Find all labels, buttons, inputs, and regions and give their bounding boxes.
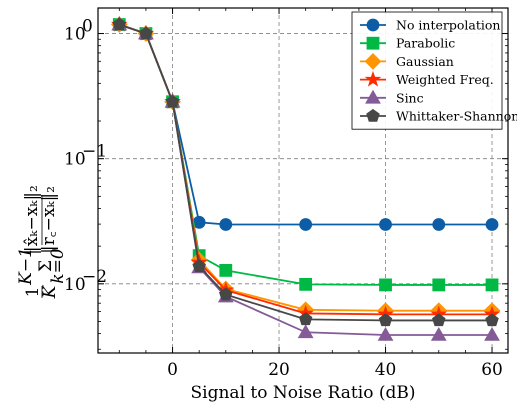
- x-tick-label: 40: [375, 360, 397, 380]
- legend-item: Gaussian: [360, 53, 454, 70]
- legend-marker: [366, 36, 380, 50]
- y-tick-exponent: −1: [82, 142, 107, 162]
- legend-label: Whittaker-Shannon: [396, 109, 517, 124]
- legend-marker: [365, 89, 381, 104]
- legend: No interpolation Parabolic Gaussian Weighte…: [351, 11, 517, 130]
- data-point: [165, 94, 180, 108]
- data-point: [192, 259, 206, 273]
- legend-label: Weighted Freq.: [396, 72, 494, 87]
- data-point: [379, 278, 392, 292]
- legend-item: Whittaker-Shannon: [360, 109, 517, 124]
- legend-marker: [366, 18, 380, 32]
- data-point: [299, 218, 313, 231]
- y-label-sum-sign: Σ: [36, 260, 56, 272]
- y-label-ratio-den: ‖r꜀−xₖ‖₂: [39, 186, 59, 254]
- data-point: [379, 218, 392, 231]
- data-point: [298, 312, 313, 326]
- data-point: [430, 326, 447, 341]
- data-point: [297, 324, 314, 339]
- y-tick-exponent: 0: [82, 17, 93, 37]
- legend-label: No interpolation: [396, 18, 500, 33]
- legend-item: No interpolation: [360, 18, 500, 33]
- y-label-ratio-num: ‖x̂ₖ−xₖ‖₂: [22, 185, 42, 255]
- x-tick-label: 0: [167, 360, 178, 380]
- data-point: [219, 264, 233, 277]
- y-label-frac-num: 1: [23, 287, 43, 298]
- data-point: [139, 26, 153, 40]
- legend-label: Gaussian: [396, 54, 454, 69]
- legend-box: [351, 11, 503, 130]
- data-point: [484, 326, 500, 341]
- legend-label: Sinc: [396, 90, 424, 105]
- x-tick-label: 20: [268, 360, 290, 380]
- legend-marker: [366, 108, 380, 122]
- y-tick-label: 10: [64, 150, 86, 170]
- data-point: [112, 17, 127, 31]
- data-point: [219, 287, 233, 301]
- y-label-sum-top: K−1: [16, 247, 36, 286]
- legend-item: Sinc: [360, 89, 424, 105]
- y-tick-label: 10: [64, 275, 86, 295]
- y-label-frac-den: K: [40, 284, 60, 299]
- x-axis-label: Signal to Noise Ratio (dB): [191, 383, 416, 403]
- y-tick-exponent: −2: [82, 267, 107, 287]
- data-point: [432, 278, 446, 292]
- data-point: [485, 313, 499, 327]
- plot-frame: [97, 7, 509, 354]
- data-point: [485, 278, 499, 292]
- data-point: [299, 277, 313, 291]
- series-layer: [110, 15, 501, 341]
- data-point: [485, 218, 499, 231]
- data-point: [432, 218, 446, 231]
- y-label-sum-bottom: k=0: [48, 248, 68, 284]
- data-point: [378, 313, 393, 327]
- legend-item: Weighted Freq.: [360, 70, 494, 87]
- legend-marker: [364, 53, 382, 70]
- series-whittaker-shannon: [112, 17, 499, 327]
- x-tick-label: 60: [481, 360, 503, 380]
- legend-label: Parabolic: [396, 36, 455, 51]
- legend-marker: [364, 70, 382, 87]
- data-point: [377, 326, 394, 341]
- legend-item: Parabolic: [360, 36, 455, 51]
- y-tick-label: 10: [64, 25, 86, 45]
- data-point: [219, 218, 233, 231]
- y-axis-label: 1 K K−1 Σ k=0 ‖x̂ₖ−xₖ‖₂ ‖r꜀−xₖ‖₂: [16, 185, 68, 299]
- data-point: [432, 313, 446, 327]
